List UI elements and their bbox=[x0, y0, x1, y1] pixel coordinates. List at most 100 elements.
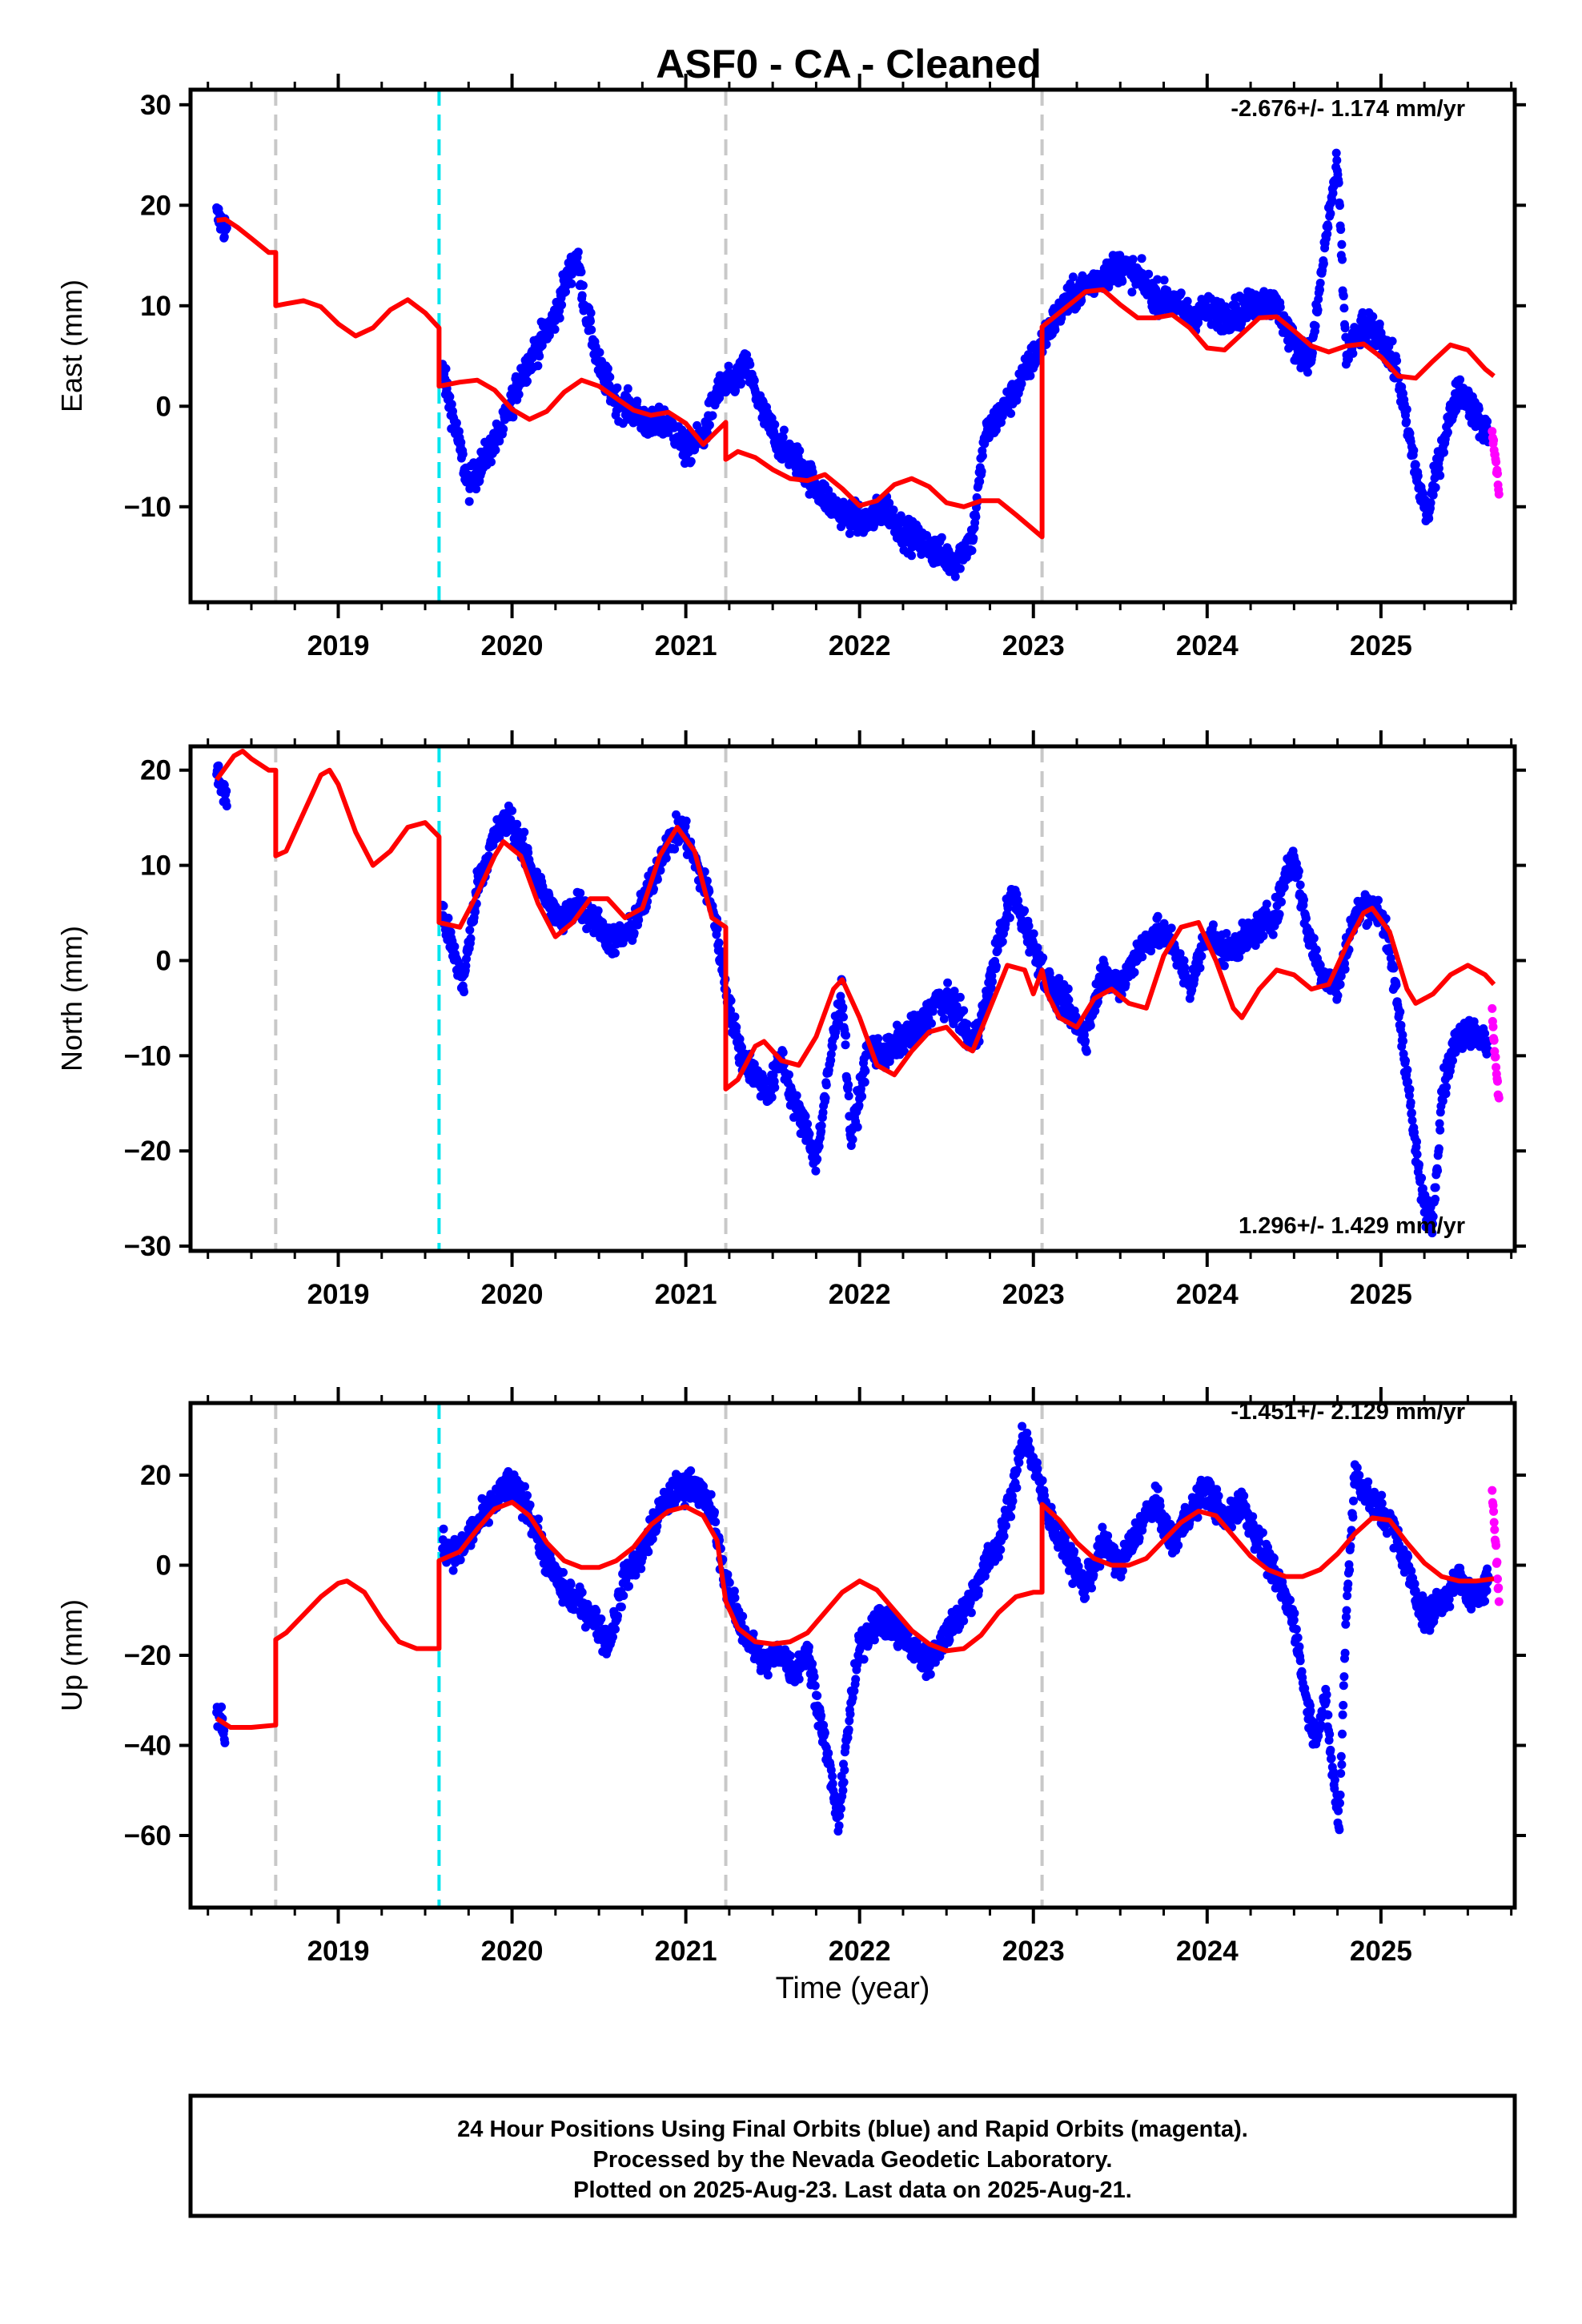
final-orbit-point bbox=[499, 424, 508, 434]
final-orbit-point bbox=[1127, 287, 1137, 297]
y-axis-label: East (mm) bbox=[55, 279, 88, 412]
final-orbit-point bbox=[450, 942, 460, 951]
final-orbit-point bbox=[605, 372, 615, 382]
final-orbit-point bbox=[767, 1092, 777, 1102]
final-orbit-point bbox=[841, 1031, 851, 1040]
final-orbit-point bbox=[1431, 1194, 1440, 1204]
final-orbit-point bbox=[593, 906, 603, 915]
final-orbit-point bbox=[460, 987, 468, 997]
final-orbit-point bbox=[1262, 899, 1271, 909]
final-orbit-point bbox=[1130, 967, 1139, 977]
final-orbit-point bbox=[557, 300, 567, 310]
final-orbit-point bbox=[1166, 923, 1176, 933]
final-orbit-point bbox=[860, 1077, 869, 1087]
rapid-orbit-point bbox=[1488, 1003, 1497, 1013]
final-orbit-point bbox=[845, 529, 854, 538]
final-orbit-point bbox=[1179, 956, 1189, 965]
final-orbit-point bbox=[525, 1500, 535, 1510]
plot-area bbox=[212, 90, 1504, 602]
final-orbit-point bbox=[1315, 285, 1324, 295]
final-orbit-point bbox=[1402, 416, 1411, 426]
final-orbit-point bbox=[1311, 321, 1320, 331]
final-orbit-point bbox=[896, 511, 905, 521]
rapid-orbit-point bbox=[1488, 1022, 1498, 1031]
x-tick-label: 2019 bbox=[307, 1279, 370, 1310]
final-orbit-point bbox=[937, 533, 946, 542]
final-orbit-point bbox=[1121, 979, 1130, 989]
final-orbit-point bbox=[1045, 969, 1054, 978]
rapid-orbit-point bbox=[1491, 1052, 1500, 1062]
final-orbit-point bbox=[732, 1023, 741, 1032]
final-orbit-point bbox=[927, 1019, 936, 1028]
y-tick-label: −30 bbox=[124, 1231, 171, 1262]
final-orbit-point bbox=[523, 376, 532, 386]
final-orbit-point bbox=[969, 533, 978, 543]
final-orbit-point bbox=[950, 987, 959, 996]
final-orbit-point bbox=[1159, 275, 1169, 285]
final-orbit-point bbox=[1038, 953, 1048, 963]
final-orbit-point bbox=[1415, 1160, 1423, 1169]
final-orbit-point bbox=[220, 1738, 230, 1747]
final-orbit-point bbox=[1431, 483, 1440, 493]
final-orbit-point bbox=[1368, 312, 1378, 321]
x-tick-label: 2022 bbox=[829, 1279, 891, 1310]
final-orbit-points bbox=[212, 1421, 1493, 1836]
final-orbit-point bbox=[1396, 1020, 1406, 1030]
final-orbit-point bbox=[652, 875, 662, 884]
final-orbit-point bbox=[1387, 336, 1397, 346]
final-orbit-point bbox=[1401, 1056, 1410, 1065]
final-orbit-point bbox=[1448, 1055, 1457, 1065]
final-orbit-point bbox=[726, 996, 736, 1005]
final-orbit-point bbox=[817, 1121, 826, 1131]
final-orbit-point bbox=[1442, 1082, 1452, 1092]
x-tick-label: 2024 bbox=[1176, 630, 1239, 661]
final-orbit-point bbox=[1438, 1096, 1447, 1106]
final-orbit-point bbox=[1331, 148, 1341, 158]
final-orbit-point bbox=[1363, 919, 1373, 928]
final-orbit-point bbox=[1339, 304, 1349, 313]
final-orbit-point bbox=[730, 1012, 740, 1022]
final-orbit-point bbox=[1427, 1228, 1437, 1238]
final-orbit-point bbox=[1456, 375, 1465, 384]
final-orbit-point bbox=[1064, 995, 1074, 1004]
final-orbit-point bbox=[962, 1019, 972, 1029]
final-orbit-point bbox=[1332, 155, 1342, 165]
final-orbit-point bbox=[1259, 931, 1268, 941]
final-orbit-point bbox=[1335, 979, 1345, 989]
final-orbit-point bbox=[219, 232, 229, 242]
final-orbit-point bbox=[705, 420, 714, 430]
final-orbit-point bbox=[520, 1482, 529, 1491]
rapid-orbit-point bbox=[1494, 1093, 1504, 1103]
final-orbit-point bbox=[219, 1726, 229, 1735]
final-orbit-point bbox=[1433, 1166, 1443, 1176]
x-tick-label: 2023 bbox=[1002, 630, 1065, 661]
final-orbit-point bbox=[857, 1092, 867, 1101]
plot-area bbox=[212, 1403, 1504, 1908]
final-orbit-point bbox=[1424, 514, 1434, 523]
final-orbit-point bbox=[1441, 1089, 1451, 1099]
y-tick-label: 0 bbox=[156, 391, 171, 422]
final-orbit-point bbox=[955, 564, 965, 573]
final-orbit-point bbox=[217, 1703, 227, 1711]
rapid-orbit-points bbox=[1488, 427, 1504, 499]
final-orbit-point bbox=[986, 983, 996, 993]
final-orbit-point bbox=[731, 386, 741, 396]
y-tick-label: 0 bbox=[156, 945, 171, 976]
plot-frame bbox=[188, 744, 1517, 1253]
rapid-orbit-point bbox=[1492, 1063, 1501, 1072]
final-orbit-point bbox=[1483, 416, 1492, 426]
final-orbit-point bbox=[458, 449, 468, 459]
final-orbit-point bbox=[1153, 911, 1162, 921]
y-tick-label: −10 bbox=[124, 1040, 171, 1072]
final-orbit-point bbox=[1219, 961, 1229, 971]
final-orbit-point bbox=[714, 938, 724, 947]
final-orbit-point bbox=[1017, 379, 1026, 388]
final-orbit-point bbox=[991, 962, 1001, 971]
final-orbit-point bbox=[805, 1129, 814, 1139]
final-orbit-point bbox=[1313, 305, 1323, 315]
final-orbit-point bbox=[1327, 195, 1337, 205]
final-orbit-point bbox=[1439, 448, 1448, 457]
final-orbit-point bbox=[1222, 929, 1231, 938]
final-orbit-point bbox=[533, 361, 543, 371]
